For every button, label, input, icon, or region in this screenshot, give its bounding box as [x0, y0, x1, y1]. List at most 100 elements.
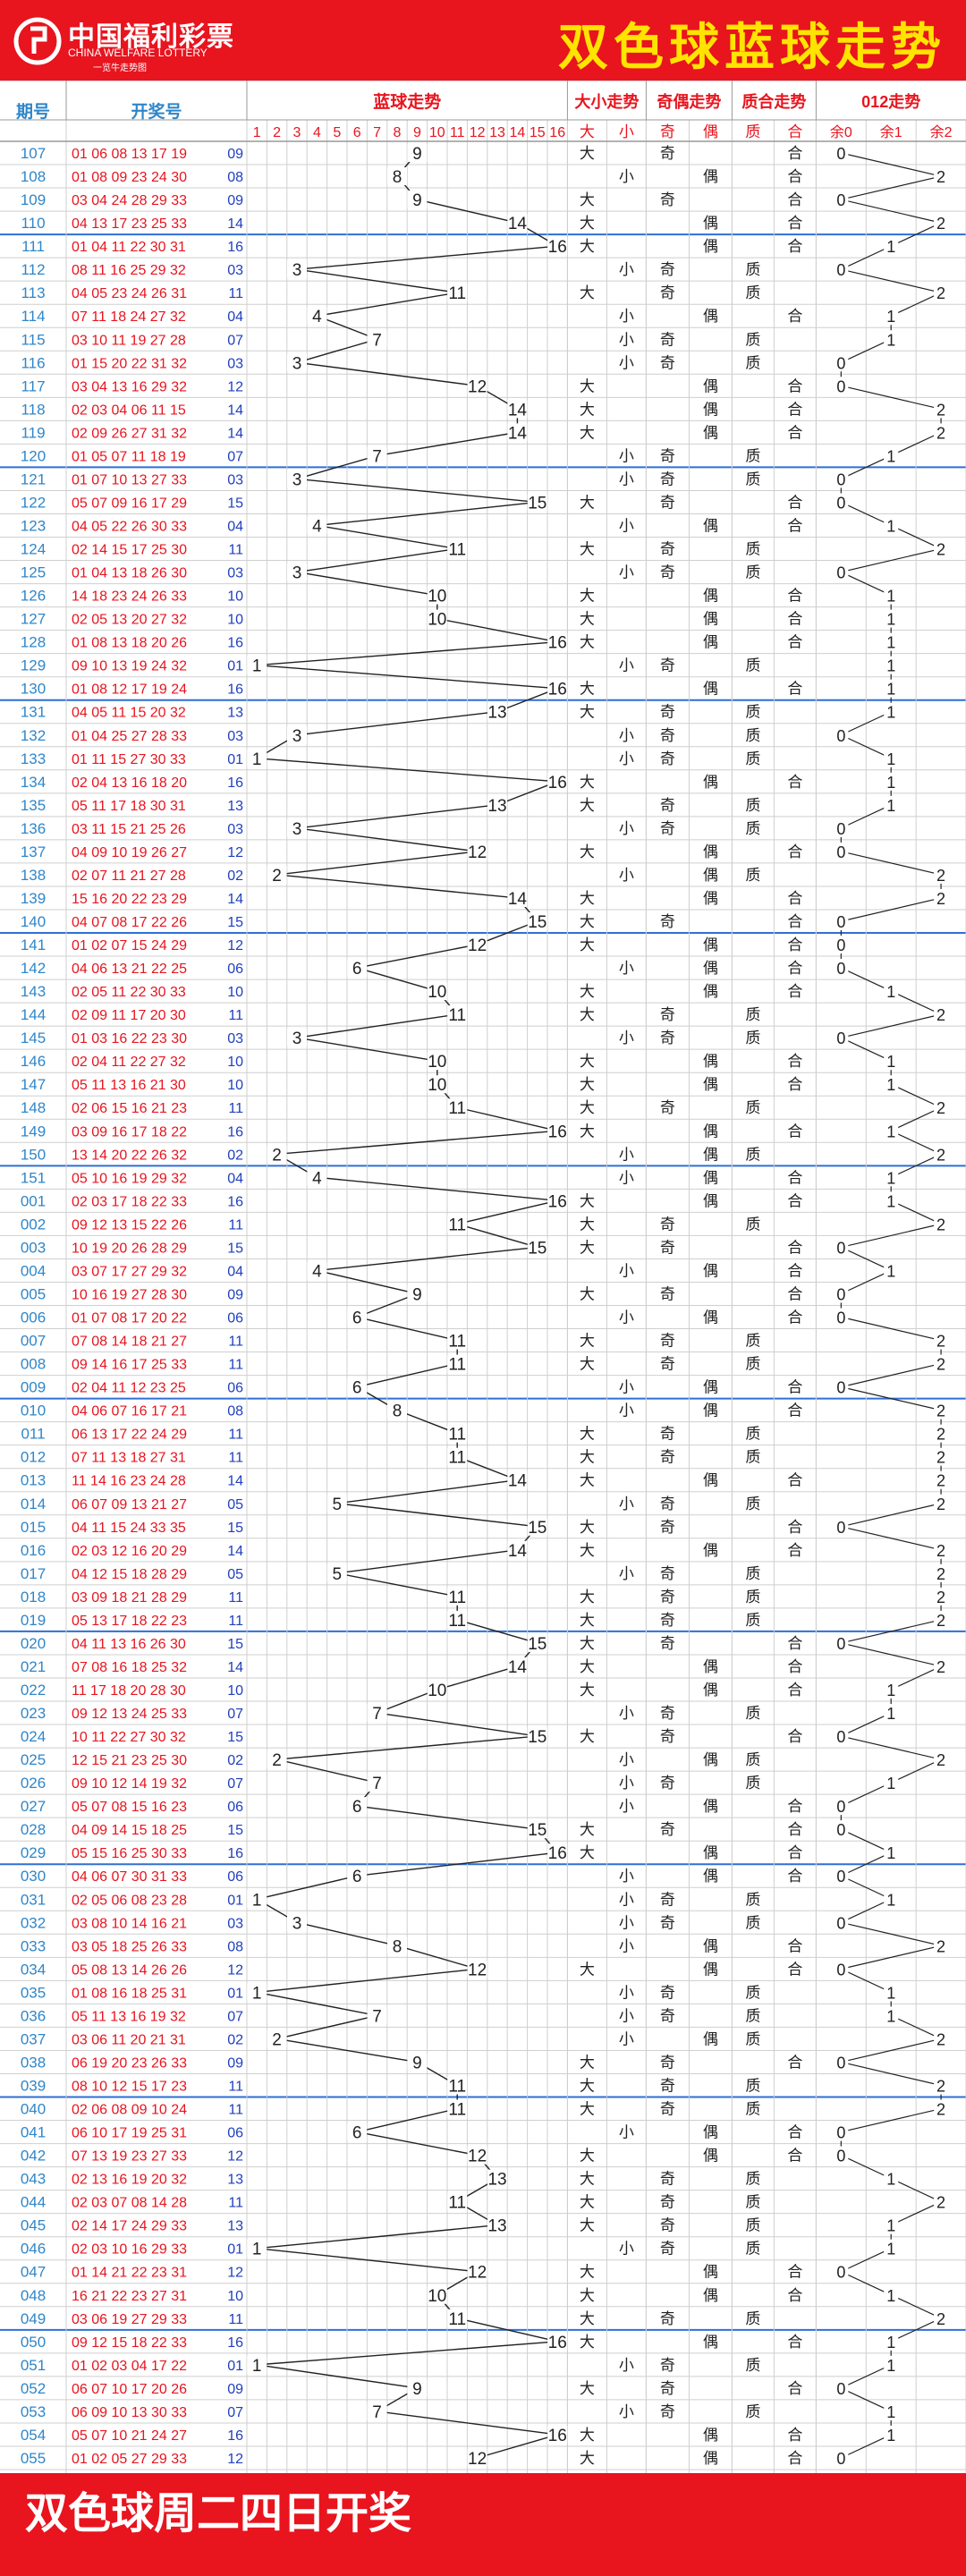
mod-point: 2 — [936, 2030, 945, 2048]
header-blue-col: 14 — [510, 125, 526, 140]
size-mark: 大 — [580, 913, 595, 930]
blue-trend-line — [296, 454, 377, 480]
mod-point-bg — [884, 1168, 899, 1187]
parity-mark: 偶 — [703, 1658, 718, 1675]
mod-point-bg — [934, 2309, 949, 2327]
parity-mark: 奇 — [660, 1285, 675, 1302]
size-mark: 大 — [580, 936, 595, 953]
size-mark: 大 — [580, 1076, 595, 1093]
prime-mark: 质 — [745, 564, 760, 581]
issue-number: 005 — [21, 1285, 46, 1302]
issue-number: 013 — [21, 1472, 46, 1489]
blue-point: 9 — [412, 1285, 422, 1304]
mod-point: 2 — [936, 541, 945, 559]
logo-name: 中国福利彩票 — [68, 22, 234, 52]
blue-trend-line — [296, 245, 558, 270]
mod-point-bg — [834, 725, 849, 744]
size-mark: 大 — [580, 1426, 595, 1443]
size-mark: 大 — [580, 1356, 595, 1373]
mod-point-bg — [834, 2448, 849, 2467]
issue-number: 053 — [21, 2403, 46, 2420]
mod-trend-line — [841, 1875, 892, 1900]
blue-trend-line — [436, 617, 558, 643]
red-balls: 01 04 13 18 26 30 — [72, 566, 187, 581]
parity-mark: 偶 — [703, 774, 718, 791]
parity-mark: 奇 — [660, 2310, 675, 2327]
mod-trend-line — [841, 2364, 892, 2389]
blue-trend-line — [336, 1549, 518, 1574]
blue-point-bg — [507, 1470, 528, 1489]
blue-ball: 11 — [228, 1451, 243, 1466]
header-blue-col: 15 — [530, 125, 546, 140]
red-balls: 04 07 08 17 22 26 — [72, 915, 187, 930]
blue-point: 8 — [393, 1402, 402, 1421]
mod-point: 0 — [836, 1030, 845, 1047]
blue-trend-line — [296, 547, 458, 573]
blue-point-bg — [387, 1401, 407, 1419]
blue-point-bg — [287, 1913, 307, 1932]
blue-trend-line — [296, 1037, 437, 1062]
blue-ball: 07 — [227, 2405, 243, 2420]
red-balls: 04 12 15 18 28 29 — [72, 1567, 187, 1582]
parity-mark: 奇 — [660, 564, 675, 581]
blue-point: 12 — [468, 1961, 487, 1979]
size-mark: 大 — [580, 1542, 595, 1559]
mod-point-bg — [934, 1494, 949, 1513]
mod-point-bg — [934, 2029, 949, 2048]
mod-point: 0 — [836, 1914, 845, 1932]
mod-point: 0 — [836, 1798, 845, 1816]
blue-trend-line — [417, 199, 518, 224]
mod-point-bg — [934, 1331, 949, 1350]
parity-mark: 奇 — [660, 494, 675, 511]
prime-mark: 合 — [787, 1728, 802, 1745]
red-balls: 01 02 07 15 24 29 — [72, 938, 187, 953]
mod-trend-line — [841, 501, 892, 527]
header-prime: 质合走势 — [741, 92, 806, 111]
issue-number: 039 — [21, 2078, 46, 2095]
blue-point: 13 — [487, 2217, 506, 2236]
size-mark: 大 — [580, 704, 595, 721]
issue-number: 145 — [21, 1030, 46, 1046]
parity-mark: 奇 — [660, 1565, 675, 1582]
blue-point-bg — [447, 1610, 468, 1629]
red-balls: 03 10 11 19 27 28 — [72, 333, 186, 348]
issue-number: 007 — [21, 1333, 46, 1350]
parity-mark: 奇 — [660, 1635, 675, 1652]
blue-ball: 07 — [227, 1776, 243, 1792]
red-balls: 04 06 13 21 22 25 — [72, 962, 187, 977]
blue-point: 2 — [272, 1146, 282, 1165]
blue-point-bg — [326, 1563, 347, 1582]
blue-point: 6 — [352, 1798, 362, 1817]
mod-trend-line — [841, 1921, 942, 1946]
blue-point: 14 — [508, 1542, 528, 1561]
blue-point-bg — [307, 307, 327, 326]
size-mark: 大 — [580, 611, 595, 628]
prime-mark: 合 — [787, 1053, 802, 1070]
blue-ball: 11 — [228, 2196, 243, 2211]
size-mark: 大 — [580, 1635, 595, 1652]
parity-mark: 奇 — [660, 2357, 675, 2374]
red-balls: 14 18 23 24 26 33 — [72, 589, 187, 605]
prime-mark: 合 — [787, 611, 802, 628]
blue-point: 2 — [272, 2030, 282, 2049]
issue-number: 006 — [21, 1309, 46, 1326]
blue-point: 7 — [372, 331, 382, 350]
blue-point-bg — [547, 2332, 568, 2351]
size-mark: 大 — [580, 2427, 595, 2444]
blue-point-bg — [247, 2239, 267, 2258]
prime-mark: 合 — [787, 588, 802, 605]
blue-point-bg — [447, 2309, 468, 2327]
mod-point-bg — [934, 865, 949, 884]
blue-point-bg — [287, 1029, 307, 1047]
red-balls: 01 11 15 27 30 33 — [72, 752, 186, 767]
issue-number: 052 — [21, 2380, 46, 2397]
issue-number: 125 — [21, 564, 46, 581]
blue-point: 3 — [292, 1914, 302, 1933]
size-mark: 大 — [580, 1192, 595, 1209]
parity-mark: 偶 — [703, 890, 718, 907]
prime-mark: 合 — [787, 191, 802, 208]
blue-ball: 11 — [228, 1590, 243, 1606]
header-blue-col: 7 — [373, 125, 381, 140]
parity-mark: 奇 — [660, 470, 675, 487]
blue-point-bg — [287, 260, 307, 279]
